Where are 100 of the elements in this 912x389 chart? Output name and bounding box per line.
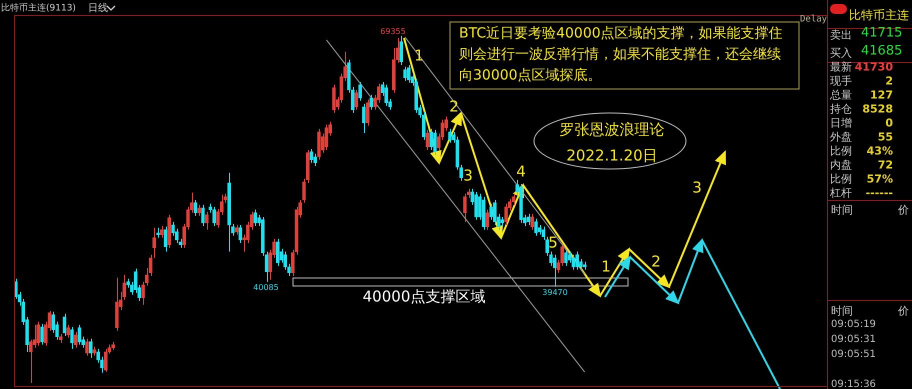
candlestick — [463, 193, 467, 222]
text: 时间 — [831, 304, 853, 318]
chart-title: 比特币主连(9113) — [1, 4, 76, 14]
text: 最新 — [830, 60, 852, 74]
candlestick — [310, 148, 314, 164]
annotation: BTC近日要考验40000点区域的支撑，如果能支撑住则会进行一波反弹行情，如果不能支撑住，还会继续向30000点区域探底。 — [459, 24, 784, 86]
candlestick — [489, 203, 493, 220]
candlestick — [92, 346, 96, 356]
text: 09:05:19 — [831, 319, 876, 330]
text: 127 — [870, 88, 893, 102]
candlestick — [126, 278, 130, 288]
text: 总量 — [830, 88, 852, 102]
annotation: 4 — [516, 162, 526, 180]
text: 价 — [898, 304, 909, 318]
candlestick — [572, 254, 576, 270]
annotation: 2 — [449, 98, 459, 116]
candlestick — [486, 209, 490, 230]
candlestick — [197, 204, 202, 216]
candlestick — [433, 129, 437, 156]
text: 09:05:31 — [831, 334, 876, 345]
text: 价 — [898, 204, 909, 216]
candlestick — [354, 89, 358, 110]
candlestick — [40, 323, 44, 346]
text: 41730 — [854, 60, 893, 74]
candlestick — [70, 326, 74, 350]
text: Delay — [800, 14, 828, 24]
text: 卖出 — [830, 28, 852, 42]
text: 日增 — [830, 116, 852, 130]
candlestick — [66, 324, 70, 338]
annotation: 5 — [548, 234, 558, 252]
candlestick — [403, 66, 407, 82]
annotation: 罗张恩波浪理论 — [560, 120, 664, 138]
text: 内盘 — [830, 158, 852, 172]
text: 时间 — [831, 204, 853, 216]
annotation: 40000点支撑区域 — [362, 288, 486, 306]
text: 43% — [866, 144, 893, 158]
candlestick — [156, 227, 160, 238]
text: 57% — [866, 172, 893, 186]
text: 09:05:51 — [831, 349, 876, 360]
candlestick — [358, 81, 362, 102]
candlestick — [85, 338, 89, 356]
annotation: 39470 — [542, 288, 568, 297]
candlestick — [370, 94, 374, 110]
candlestick — [504, 203, 508, 226]
text: 41715 — [861, 26, 902, 40]
text: 比特币主连 — [849, 8, 909, 22]
candlestick — [36, 321, 40, 346]
candlestick — [14, 278, 18, 300]
candlestick — [160, 225, 164, 238]
candlestick — [579, 258, 583, 270]
candlestick — [448, 128, 452, 144]
candlestick — [332, 84, 336, 114]
text: 1 — [601, 258, 611, 276]
text: 55 — [878, 130, 893, 144]
candlestick — [276, 238, 280, 266]
text: 0 — [885, 116, 893, 130]
text: 41685 — [861, 44, 902, 58]
candlestick — [78, 324, 82, 346]
candlestick — [317, 128, 321, 160]
text: 72 — [878, 158, 893, 172]
candlestick — [74, 331, 78, 348]
text: 买入 — [830, 46, 852, 60]
text: 2 — [651, 252, 661, 270]
text: 现手 — [830, 74, 852, 88]
candlestick — [313, 153, 318, 166]
candlestick — [474, 191, 478, 220]
candlestick — [530, 213, 534, 230]
text: 2 — [885, 74, 893, 88]
candlestick — [564, 249, 568, 266]
candlestick — [426, 129, 430, 150]
text: 持仓 — [830, 102, 852, 116]
text: 3 — [692, 178, 702, 196]
annotation: 2022.1.20日 — [566, 146, 658, 164]
text: 比例 — [830, 144, 852, 158]
candlestick — [429, 128, 434, 150]
candlestick — [526, 213, 530, 226]
candlestick — [51, 311, 56, 334]
candlestick — [362, 103, 366, 134]
text: 杠杆 — [830, 186, 852, 200]
candlestick — [164, 226, 168, 252]
candlestick — [29, 339, 33, 384]
candlestick — [88, 338, 93, 358]
annotation: 3 — [463, 166, 473, 184]
candlestick — [324, 124, 328, 150]
candlestick — [201, 204, 205, 226]
text: ------ — [866, 186, 893, 200]
annotation: 69355 — [380, 27, 406, 36]
candlestick — [366, 99, 370, 126]
candlestick — [104, 348, 108, 372]
text: 09:15:36 — [831, 379, 876, 389]
candlestick — [575, 251, 580, 270]
candlestick — [534, 218, 538, 236]
candlestick — [283, 251, 288, 270]
candlestick — [552, 254, 557, 288]
text: 比例 — [830, 172, 852, 186]
candlestick — [194, 199, 198, 216]
text: 日线 — [88, 3, 108, 14]
candlestick — [171, 221, 175, 236]
candlestick — [384, 84, 388, 106]
candlestick — [62, 313, 66, 336]
